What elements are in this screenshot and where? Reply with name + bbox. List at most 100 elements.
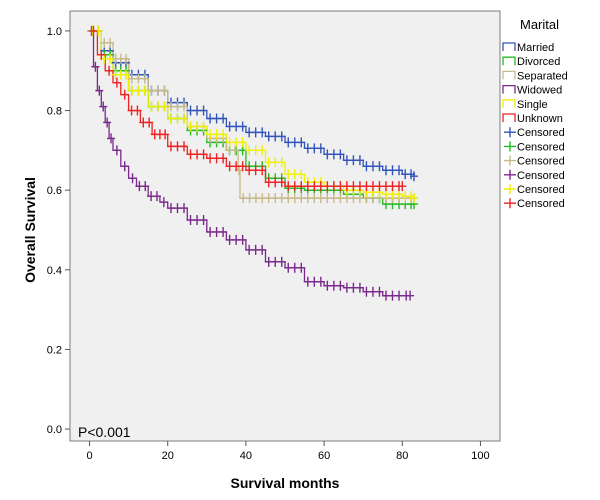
censor-mark xyxy=(219,113,228,124)
legend-label: Censored xyxy=(517,156,565,168)
censor-mark xyxy=(258,127,267,138)
censor-mark xyxy=(103,117,112,128)
x-tick-label: 100 xyxy=(471,450,489,462)
legend-censor-swatch xyxy=(504,141,516,152)
censor-mark xyxy=(107,133,116,144)
legend-line-swatch xyxy=(502,99,516,108)
p-value-annotation: P<0.001 xyxy=(78,424,131,440)
censor-mark xyxy=(97,49,106,60)
legend-censor-swatch xyxy=(504,198,516,209)
censor-mark xyxy=(161,129,170,140)
x-tick-label: 80 xyxy=(396,450,408,462)
x-axis-ticks: 0 20 40 60 80 100 xyxy=(86,441,490,462)
censor-mark xyxy=(160,101,169,112)
legend-censor-swatch xyxy=(504,184,516,194)
x-tick-label: 40 xyxy=(240,450,252,462)
censor-mark xyxy=(238,121,247,132)
x-axis-title: Survival months xyxy=(231,475,340,491)
censor-mark xyxy=(375,286,384,297)
censor-mark xyxy=(140,73,149,84)
legend-label: Censored xyxy=(517,141,565,153)
y-tick-label: 0.2 xyxy=(47,344,62,356)
legend-label: Divorced xyxy=(517,56,560,68)
censor-mark xyxy=(128,173,137,184)
censor-mark xyxy=(258,244,267,255)
y-axis-ticks: 0.0 0.2 0.4 0.6 0.8 1.0 xyxy=(47,26,70,436)
censor-mark xyxy=(258,145,267,156)
censor-mark xyxy=(375,161,384,172)
censor-mark xyxy=(219,129,228,140)
censor-mark xyxy=(122,69,131,80)
censor-mark xyxy=(277,157,286,168)
censor-mark xyxy=(238,161,247,172)
censor-mark xyxy=(152,191,161,202)
legend-line-swatch xyxy=(502,113,516,122)
censor-mark xyxy=(316,143,325,154)
legend-censor-swatch xyxy=(504,169,516,180)
censor-mark xyxy=(336,149,345,160)
censor-mark xyxy=(238,234,247,245)
censor-mark xyxy=(120,161,129,172)
legend-line-swatch xyxy=(502,56,516,66)
censor-mark xyxy=(395,290,404,301)
legend-censor-swatch xyxy=(504,155,516,166)
y-tick-label: 0.4 xyxy=(47,265,62,277)
censor-mark xyxy=(297,262,306,273)
censor-mark xyxy=(180,101,189,112)
legend-label: Censored xyxy=(517,127,565,139)
x-tick-label: 60 xyxy=(318,450,330,462)
censor-mark xyxy=(199,215,208,226)
censor-mark xyxy=(336,280,345,291)
censor-mark xyxy=(219,226,228,237)
censor-mark xyxy=(160,85,169,96)
legend-label: Separated xyxy=(517,70,568,82)
censor-mark xyxy=(180,141,189,152)
x-tick-label: 0 xyxy=(86,450,92,462)
censor-mark xyxy=(316,276,325,287)
censor-mark xyxy=(238,137,247,148)
legend-label: Censored xyxy=(517,198,565,210)
censor-mark xyxy=(398,181,407,192)
censor-mark xyxy=(410,171,418,182)
legend-title: Marital xyxy=(520,17,559,32)
censor-mark xyxy=(99,101,108,112)
censor-mark xyxy=(355,155,364,166)
censor-mark xyxy=(95,85,104,96)
x-tick-label: 20 xyxy=(162,450,174,462)
censor-mark xyxy=(258,165,267,176)
censor-mark xyxy=(277,256,286,267)
censor-mark xyxy=(297,169,306,180)
legend-label: Unknown xyxy=(517,113,563,125)
censor-mark xyxy=(180,113,189,124)
censor-mark xyxy=(145,117,154,128)
censor-mark xyxy=(231,145,240,156)
censor-mark xyxy=(199,121,208,132)
legend-label: Censored xyxy=(517,170,565,182)
censor-mark xyxy=(105,65,114,76)
legend-label: Married xyxy=(517,42,554,54)
censor-mark xyxy=(159,197,168,208)
y-tick-label: 0.0 xyxy=(47,424,62,436)
legend-line-swatch xyxy=(502,84,516,94)
censor-mark xyxy=(112,77,121,88)
censor-mark xyxy=(406,290,415,301)
legend-line-swatch xyxy=(502,70,516,80)
censor-marks xyxy=(87,25,418,301)
y-tick-label: 1.0 xyxy=(47,26,62,38)
censor-mark xyxy=(410,193,418,204)
legend-line-swatch xyxy=(502,42,516,51)
censor-mark xyxy=(120,89,129,100)
censor-mark xyxy=(355,282,364,293)
censor-mark xyxy=(122,53,131,64)
censor-mark xyxy=(297,137,306,148)
censor-mark xyxy=(219,153,228,164)
censor-mark xyxy=(141,181,150,192)
plot-area xyxy=(69,10,501,442)
censor-mark xyxy=(106,37,115,48)
censor-mark xyxy=(180,203,189,214)
censor-mark xyxy=(133,105,142,116)
censor-mark xyxy=(106,53,115,64)
censor-mark xyxy=(277,177,286,188)
legend: Married Divorced Separated Widowed Single Unk… xyxy=(502,42,568,210)
